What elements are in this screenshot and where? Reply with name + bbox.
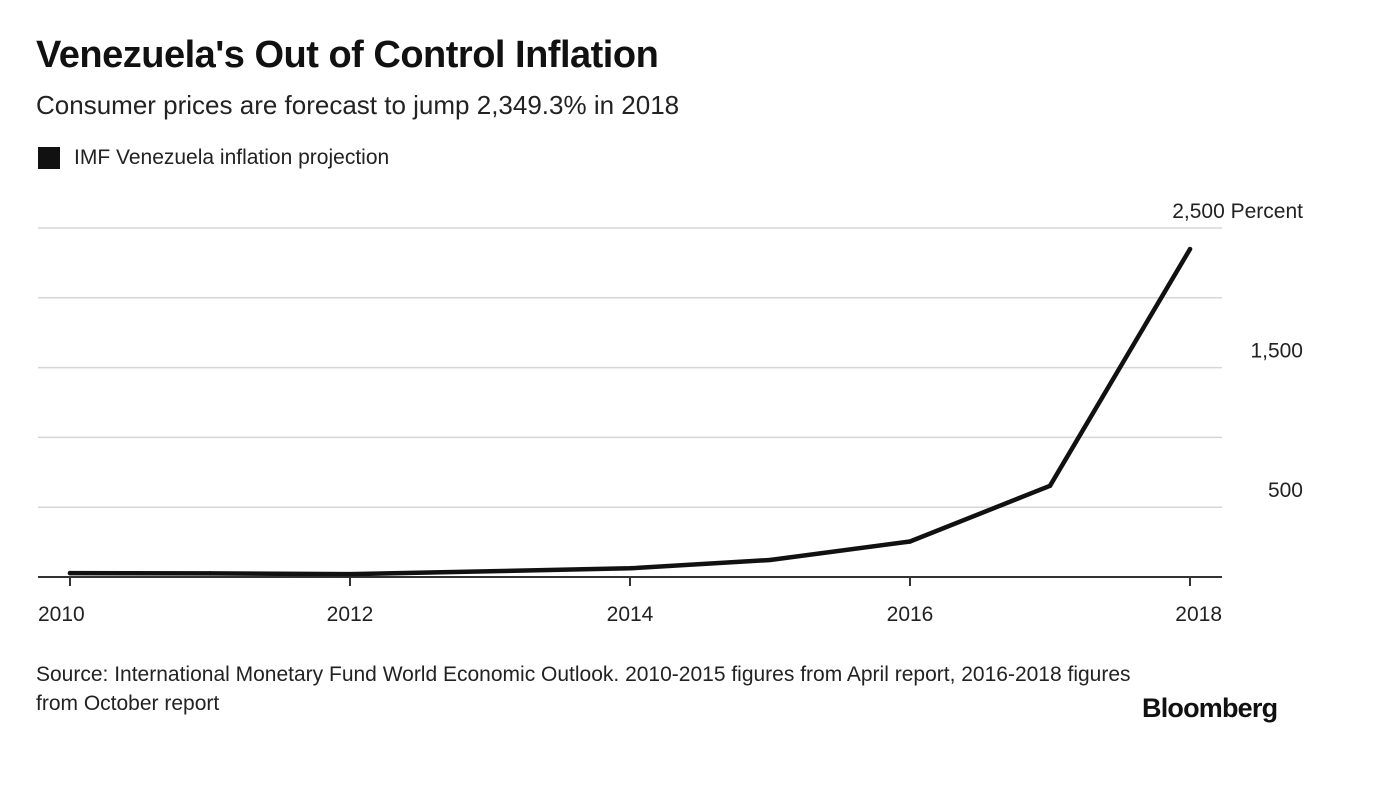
data-point-2013 <box>487 569 493 574</box>
x-tick-label-2016: 2016 <box>887 603 934 626</box>
y-tick-label-500: 500 <box>1268 479 1303 502</box>
data-point-2018 <box>1187 246 1193 252</box>
data-point-2012 <box>347 571 353 577</box>
x-tick-label-2012: 2012 <box>327 603 374 626</box>
data-point-2015 <box>767 557 773 563</box>
x-tick-label-2010: 2010 <box>38 603 85 626</box>
data-point-2016 <box>907 539 913 544</box>
legend-label: IMF Venezuela inflation projection <box>74 146 390 169</box>
tick-labels: 2010 2012 2014 2016 2018 2,500 Percent 1,500 50… <box>38 200 1303 626</box>
y-tick-label-1500: 1,500 <box>1250 340 1303 363</box>
data-point-2017 <box>1047 483 1053 489</box>
x-tick-label-2018: 2018 <box>1175 603 1222 626</box>
data-point-2010 <box>67 570 73 576</box>
y-tick-label-2500: 2,500 Percent <box>1172 200 1303 223</box>
x-axis <box>38 576 1222 586</box>
legend: IMF Venezuela inflation projection <box>38 146 389 170</box>
data-point-2014 <box>627 566 633 571</box>
chart-title: Venezuela's Out of Control Inflation <box>36 34 659 76</box>
bloomberg-logo: Bloomberg <box>1142 693 1278 723</box>
chart-subtitle: Consumer prices are forecast to jump 2,3… <box>36 90 680 120</box>
gridlines <box>38 227 1222 508</box>
x-tick-label-2014: 2014 <box>607 603 654 626</box>
data-point-2011 <box>207 571 213 576</box>
series-layer <box>67 246 1193 577</box>
legend-swatch <box>38 147 60 169</box>
source-note: Source: International Monetary Fund Worl… <box>36 663 1131 715</box>
